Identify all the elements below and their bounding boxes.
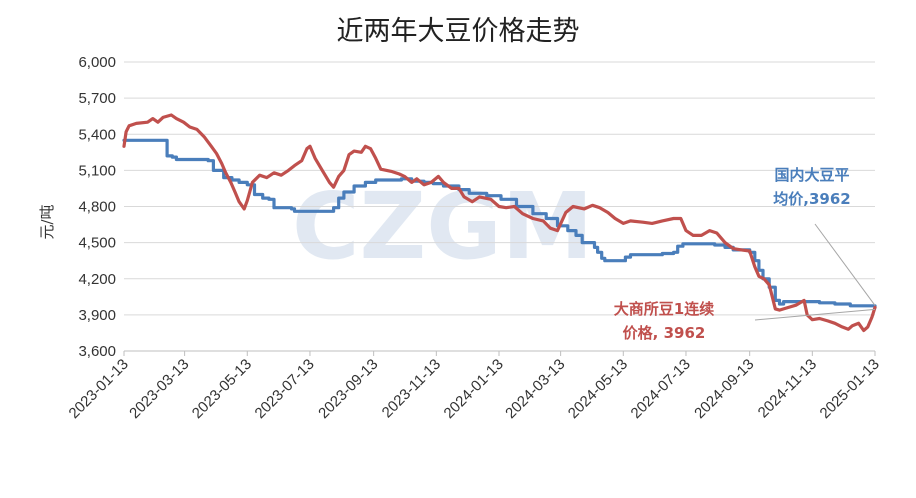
series-lines bbox=[122, 113, 877, 333]
y-axis-label: 元/吨 bbox=[38, 204, 56, 239]
y-tick-label: 6,000 bbox=[78, 54, 116, 71]
x-tick-label: 2023-05-13 bbox=[189, 356, 255, 422]
y-tick-label: 5,700 bbox=[78, 90, 116, 107]
annotation-label: 均价,3962 bbox=[773, 190, 850, 208]
y-tick-label: 4,500 bbox=[78, 235, 116, 252]
x-tick-label: 2025-01-13 bbox=[817, 356, 883, 422]
y-axis-ticks: 3,600 3,900 4,200 4,500 4,800 5,100 5,400 5,700… bbox=[78, 54, 116, 360]
y-tick-label: 4,200 bbox=[78, 271, 116, 288]
x-tick-label: 2023-01-13 bbox=[66, 356, 132, 422]
watermark: CZGM bbox=[292, 173, 593, 280]
x-tick-label: 2024-09-13 bbox=[691, 356, 757, 422]
y-tick-label: 3,600 bbox=[78, 343, 116, 360]
chart-title: 近两年大豆价格走势 bbox=[337, 16, 580, 47]
x-tick-label: 2023-03-13 bbox=[126, 356, 192, 422]
x-tick-label: 2023-07-13 bbox=[252, 356, 318, 422]
x-tick-label: 2024-01-13 bbox=[441, 356, 507, 422]
gridlines bbox=[124, 61, 875, 316]
series-line bbox=[122, 138, 877, 309]
y-tick-label: 5,400 bbox=[78, 126, 116, 143]
annotation-label: 价格, 3962 bbox=[623, 324, 706, 342]
x-tick-label: 2024-07-13 bbox=[628, 356, 694, 422]
series-line bbox=[122, 113, 877, 333]
annotation-label: 大商所豆1连续 bbox=[614, 300, 714, 318]
annotation-leader-line bbox=[754, 308, 876, 321]
x-tick-label: 2023-09-13 bbox=[315, 356, 381, 422]
x-tick-label: 2024-11-13 bbox=[755, 356, 820, 421]
x-axis-ticks: 2023-01-132023-03-132023-05-132023-07-13… bbox=[66, 351, 883, 422]
x-tick-label: 2023-11-13 bbox=[379, 356, 444, 421]
x-tick-label: 2024-03-13 bbox=[502, 356, 568, 422]
y-tick-label: 3,900 bbox=[78, 307, 116, 324]
y-tick-label: 4,800 bbox=[78, 199, 116, 216]
y-tick-label: 5,100 bbox=[78, 162, 116, 179]
annotation-leader-line bbox=[814, 223, 876, 306]
x-tick-label: 2024-05-13 bbox=[565, 356, 631, 422]
annotation-label: 国内大豆平 bbox=[774, 166, 849, 184]
